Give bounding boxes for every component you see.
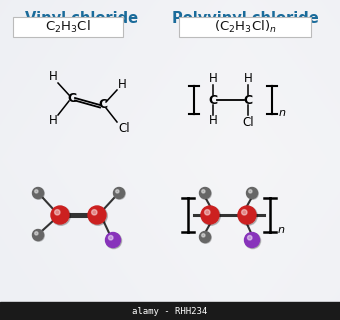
- Circle shape: [33, 230, 44, 241]
- Text: H: H: [49, 70, 57, 84]
- FancyBboxPatch shape: [13, 17, 123, 37]
- Text: Cl: Cl: [242, 116, 254, 129]
- Circle shape: [200, 232, 211, 243]
- Circle shape: [88, 206, 107, 225]
- Circle shape: [116, 190, 119, 193]
- Circle shape: [201, 206, 220, 225]
- Text: Cl: Cl: [118, 122, 130, 134]
- Circle shape: [244, 233, 259, 247]
- Circle shape: [248, 236, 252, 240]
- Circle shape: [200, 231, 210, 243]
- Text: H: H: [118, 77, 126, 91]
- Circle shape: [246, 188, 257, 198]
- Circle shape: [205, 210, 210, 215]
- Circle shape: [247, 188, 258, 199]
- Text: n: n: [279, 108, 286, 118]
- Text: H: H: [209, 115, 217, 127]
- Bar: [0, 302, 340, 320]
- Text: C: C: [67, 92, 76, 105]
- Circle shape: [91, 210, 97, 215]
- Circle shape: [245, 233, 261, 249]
- Text: C: C: [99, 99, 107, 111]
- Text: H: H: [244, 73, 252, 85]
- Circle shape: [51, 206, 70, 225]
- Text: Polyvinyl chloride: Polyvinyl chloride: [172, 11, 318, 26]
- Circle shape: [33, 188, 44, 198]
- Circle shape: [201, 206, 219, 224]
- Circle shape: [108, 236, 113, 240]
- Circle shape: [51, 206, 69, 224]
- Circle shape: [105, 233, 120, 247]
- Circle shape: [33, 188, 44, 199]
- Text: C: C: [243, 93, 253, 107]
- Text: C: C: [208, 93, 218, 107]
- Circle shape: [238, 206, 256, 224]
- Text: H: H: [209, 73, 217, 85]
- Text: n: n: [278, 225, 285, 235]
- Circle shape: [114, 188, 124, 198]
- Circle shape: [106, 233, 122, 249]
- Circle shape: [238, 206, 257, 225]
- Text: C$_2$H$_3$Cl: C$_2$H$_3$Cl: [45, 19, 91, 35]
- Text: (C$_2$H$_3$Cl)$_n$: (C$_2$H$_3$Cl)$_n$: [214, 19, 276, 35]
- Circle shape: [35, 190, 38, 193]
- Circle shape: [202, 234, 205, 237]
- Text: Vinyl chloride: Vinyl chloride: [26, 11, 139, 26]
- FancyBboxPatch shape: [179, 17, 311, 37]
- Circle shape: [114, 188, 125, 199]
- Circle shape: [249, 190, 252, 193]
- Text: H: H: [49, 115, 57, 127]
- Circle shape: [33, 229, 44, 241]
- Circle shape: [200, 188, 210, 198]
- Circle shape: [88, 206, 106, 224]
- Circle shape: [35, 232, 38, 235]
- Circle shape: [55, 210, 60, 215]
- Circle shape: [242, 210, 247, 215]
- Circle shape: [202, 190, 205, 193]
- Text: alamy - RHH234: alamy - RHH234: [132, 307, 208, 316]
- Circle shape: [200, 188, 211, 199]
